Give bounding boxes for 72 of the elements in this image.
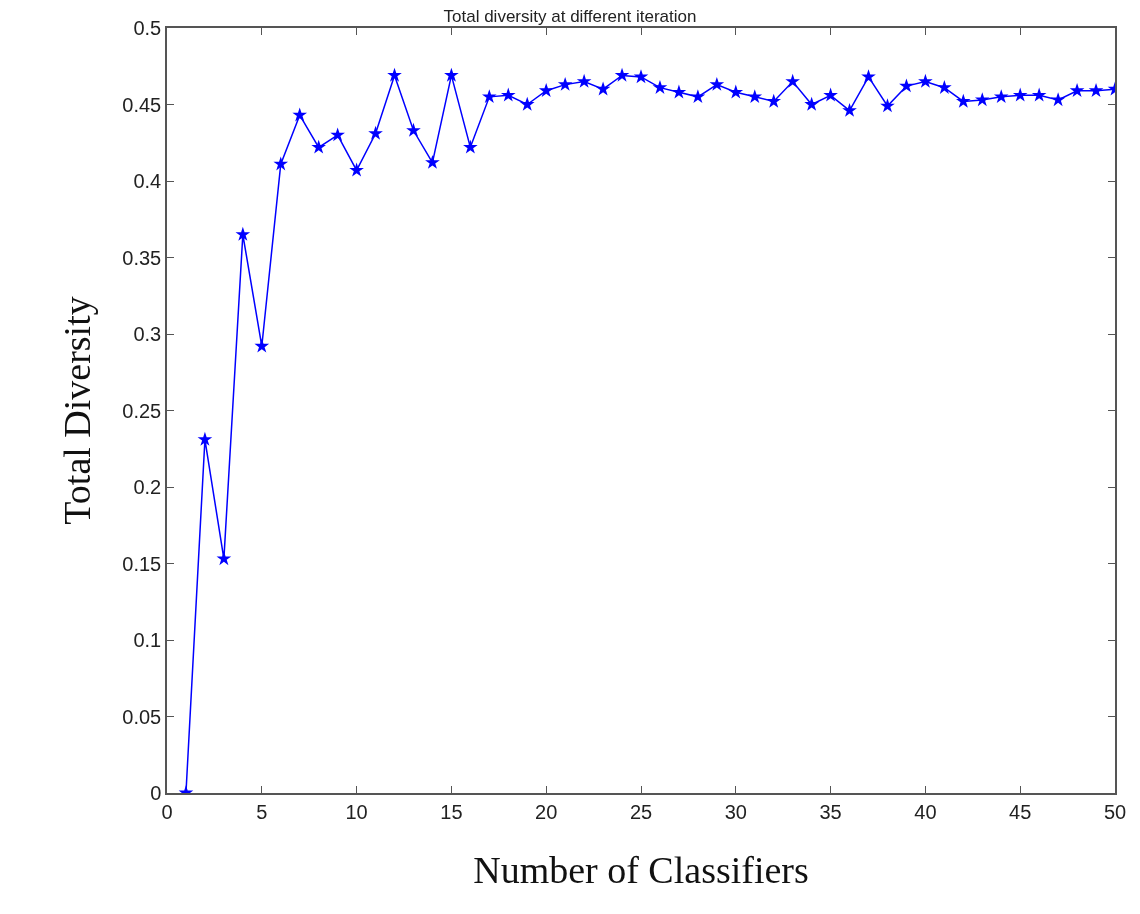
point [823, 87, 838, 102]
x-tick-label: 15 [440, 800, 463, 823]
point [368, 125, 383, 140]
x-tick-label: 5 [256, 800, 268, 823]
point [197, 431, 213, 446]
point [444, 67, 459, 82]
point [956, 93, 971, 108]
point [804, 96, 819, 111]
point [899, 78, 914, 93]
y-axis-title: Total Diversity [56, 296, 99, 525]
point [652, 79, 668, 94]
point [292, 107, 308, 122]
y-tick-label: 0.4 [133, 170, 162, 192]
point [519, 96, 535, 111]
y-tick-label: 0.35 [122, 246, 162, 269]
point [993, 89, 1009, 104]
point [633, 69, 649, 84]
y-tick-label: 0.1 [133, 629, 162, 651]
point [614, 67, 630, 82]
point [387, 67, 402, 82]
x-tick-label: 25 [629, 800, 653, 823]
point [1069, 83, 1085, 97]
point [406, 122, 421, 137]
chart-title: Total diversity at different iteration [443, 6, 697, 26]
point [595, 81, 611, 96]
point [463, 139, 478, 154]
point [216, 551, 232, 566]
point [1088, 83, 1104, 97]
point [482, 89, 497, 104]
x-tick-label: 10 [345, 800, 368, 823]
x-tick-label: 20 [535, 800, 558, 823]
y-tick-label: 0.3 [133, 323, 162, 345]
point [747, 89, 763, 104]
point [690, 89, 706, 104]
point [349, 162, 364, 177]
point [880, 98, 895, 113]
point [728, 84, 744, 99]
point [1050, 92, 1066, 107]
point [842, 102, 857, 117]
point [671, 84, 687, 99]
point [311, 139, 326, 154]
point [500, 87, 516, 102]
y-tick-label: 0.25 [122, 399, 162, 422]
x-tick-label: 40 [914, 800, 937, 823]
point [557, 76, 573, 91]
point [576, 73, 592, 88]
x-tick-label: 45 [1009, 800, 1032, 823]
point [235, 226, 251, 241]
x-tick-label: 35 [819, 800, 842, 823]
y-tick-label: 0.2 [133, 476, 162, 498]
point [1031, 87, 1047, 102]
x-axis-title: Number of Classifiers [473, 849, 809, 892]
point [937, 79, 952, 94]
y-tick-label: 0 [150, 782, 162, 804]
point [330, 127, 345, 142]
point [425, 154, 440, 169]
point [273, 156, 289, 171]
point [861, 69, 876, 84]
point [766, 93, 782, 108]
point [254, 338, 270, 353]
y-tick-label: 0.45 [122, 93, 162, 116]
x-tick-label: 50 [1103, 800, 1127, 823]
y-tick-label: 0.05 [122, 705, 162, 728]
y-tick-label: 0.5 [133, 17, 162, 39]
point [538, 83, 554, 97]
point [785, 73, 800, 88]
point [1012, 87, 1028, 102]
point [974, 92, 990, 107]
point [918, 73, 933, 88]
point [709, 76, 725, 91]
x-tick-label: 30 [724, 800, 747, 823]
y-tick-label: 0.15 [122, 552, 162, 575]
